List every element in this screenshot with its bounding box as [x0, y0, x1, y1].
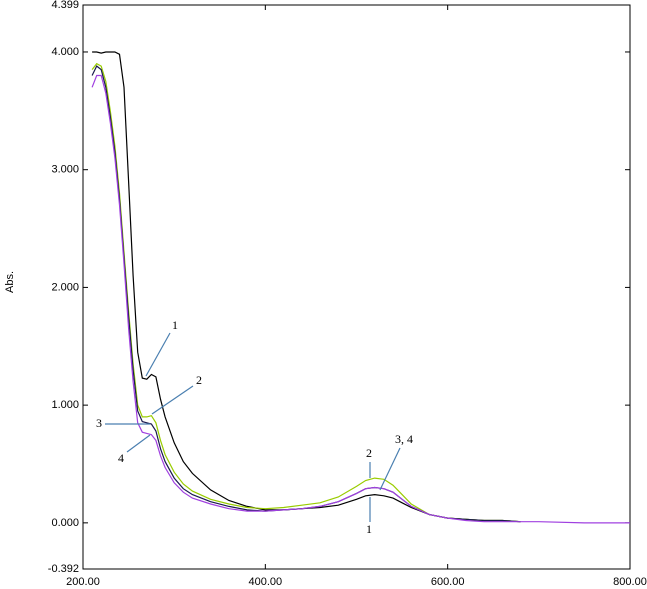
annotation: 2 [366, 446, 372, 460]
leader-line [151, 385, 194, 415]
y-tick-label: -0.392 [48, 563, 79, 575]
spectrum-line [91, 65, 521, 523]
leader-line [145, 332, 171, 377]
annotation: 3, 4 [395, 432, 413, 446]
annotation: 2 [196, 373, 202, 387]
x-tick-label: 200.00 [66, 576, 100, 588]
spectrum-line [91, 74, 630, 524]
spectrum-line [92, 51, 521, 523]
y-tick-label: 4.399 [51, 0, 79, 11]
y-tick-label: 2.000 [51, 281, 79, 293]
annotation: 1 [172, 318, 178, 332]
x-tick-label: 400.00 [249, 576, 283, 588]
leader-line [379, 447, 401, 491]
annotation: 3 [96, 416, 102, 430]
x-tick-label: 600.00 [431, 576, 465, 588]
y-tick-label: 4.000 [51, 46, 79, 58]
y-tick-label: 3.000 [51, 164, 79, 176]
annotation: 4 [118, 451, 124, 465]
annotation: 1 [366, 522, 372, 536]
spectrum-line [91, 62, 521, 523]
plot-frame [82, 4, 631, 570]
leader-line [126, 434, 151, 453]
y-axis-label: Abs. [4, 271, 16, 293]
y-tick-label: 1.000 [51, 399, 79, 411]
x-tick-label: 800.00 [613, 576, 647, 588]
y-tick-label: 0.000 [51, 517, 79, 529]
